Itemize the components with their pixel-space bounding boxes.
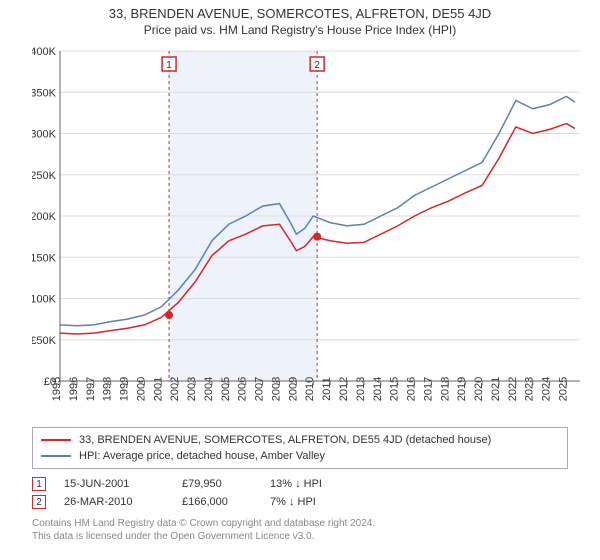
legend-label: 33, BRENDEN AVENUE, SOMERCOTES, ALFRETON… xyxy=(79,434,491,446)
x-tick-label: 2017 xyxy=(422,377,434,401)
legend-label: HPI: Average price, detached house, Ambe… xyxy=(79,450,325,462)
legend: 33, BRENDEN AVENUE, SOMERCOTES, ALFRETON… xyxy=(32,427,568,469)
sale-diff: 7% ↓ HPI xyxy=(270,496,360,508)
sale-diff: 13% ↓ HPI xyxy=(270,478,360,490)
x-tick-label: 2008 xyxy=(270,377,282,401)
x-tick-label: 1996 xyxy=(68,377,80,401)
x-tick-label: 2020 xyxy=(473,377,485,401)
sale-price: £79,950 xyxy=(182,478,252,490)
sale-number: 1 xyxy=(166,60,172,71)
legend-swatch xyxy=(41,439,71,441)
x-tick-label: 2018 xyxy=(439,377,451,401)
x-tick-label: 2019 xyxy=(456,377,468,401)
x-tick-label: 2023 xyxy=(524,377,536,401)
x-tick-label: 1998 xyxy=(102,377,114,401)
y-tick-label: £250K xyxy=(32,170,57,182)
sales-row: 1 15-JUN-2001 £79,950 13% ↓ HPI xyxy=(32,475,568,493)
y-tick-label: £400K xyxy=(32,46,57,58)
sale-number: 2 xyxy=(314,60,320,71)
y-tick-label: £100K xyxy=(32,294,57,306)
x-tick-label: 2001 xyxy=(152,377,164,401)
chart-svg: £0£50K£100K£150K£200K£250K£300K£350K£400… xyxy=(32,43,592,423)
y-tick-label: £300K xyxy=(32,129,57,141)
title-main: 33, BRENDEN AVENUE, SOMERCOTES, ALFRETON… xyxy=(0,6,600,21)
footer-line-1: Contains HM Land Registry data © Crown c… xyxy=(32,517,568,530)
x-tick-label: 2010 xyxy=(304,377,316,401)
sales-row: 2 26-MAR-2010 £166,000 7% ↓ HPI xyxy=(32,493,568,511)
sale-marker-box: 2 xyxy=(32,495,46,509)
title-block: 33, BRENDEN AVENUE, SOMERCOTES, ALFRETON… xyxy=(0,0,600,37)
x-tick-label: 1999 xyxy=(119,377,131,401)
legend-row: 33, BRENDEN AVENUE, SOMERCOTES, ALFRETON… xyxy=(41,432,559,448)
x-tick-label: 2024 xyxy=(541,377,553,401)
title-sub: Price paid vs. HM Land Registry's House … xyxy=(0,23,600,37)
legend-swatch xyxy=(41,455,71,457)
x-tick-label: 2021 xyxy=(490,377,502,401)
sale-price: £166,000 xyxy=(182,496,252,508)
sale-date: 15-JUN-2001 xyxy=(64,478,164,490)
sale-dot xyxy=(165,311,173,319)
y-tick-label: £150K xyxy=(32,252,57,264)
sales-table: 1 15-JUN-2001 £79,950 13% ↓ HPI 2 26-MAR-2010… xyxy=(32,475,568,511)
y-tick-label: £350K xyxy=(32,87,57,99)
y-tick-label: £200K xyxy=(32,211,57,223)
x-tick-label: 2002 xyxy=(169,377,181,401)
x-tick-label: 2005 xyxy=(220,377,232,401)
x-tick-label: 2004 xyxy=(203,377,215,401)
x-tick-label: 2013 xyxy=(355,377,367,401)
x-tick-label: 2025 xyxy=(557,377,569,401)
footer-line-2: This data is licensed under the Open Gov… xyxy=(32,530,568,543)
chart-area: £0£50K£100K£150K£200K£250K£300K£350K£400… xyxy=(32,43,592,423)
sale-date: 26-MAR-2010 xyxy=(64,496,164,508)
x-tick-label: 2014 xyxy=(372,377,384,401)
x-tick-label: 2022 xyxy=(507,377,519,401)
x-tick-label: 2000 xyxy=(135,377,147,401)
sale-marker-box: 1 xyxy=(32,477,46,491)
x-tick-label: 2015 xyxy=(389,377,401,401)
x-tick-label: 2012 xyxy=(338,377,350,401)
x-tick-label: 1995 xyxy=(51,377,63,401)
legend-row: HPI: Average price, detached house, Ambe… xyxy=(41,448,559,464)
x-tick-label: 1997 xyxy=(85,377,97,401)
sale-dot xyxy=(313,233,321,241)
x-tick-label: 2016 xyxy=(406,377,418,401)
x-tick-label: 2009 xyxy=(287,377,299,401)
chart-container: 33, BRENDEN AVENUE, SOMERCOTES, ALFRETON… xyxy=(0,0,600,560)
x-tick-label: 2007 xyxy=(254,377,266,401)
x-tick-label: 2003 xyxy=(186,377,198,401)
x-tick-label: 2006 xyxy=(237,377,249,401)
y-tick-label: £50K xyxy=(32,335,57,347)
footer: Contains HM Land Registry data © Crown c… xyxy=(32,517,568,543)
